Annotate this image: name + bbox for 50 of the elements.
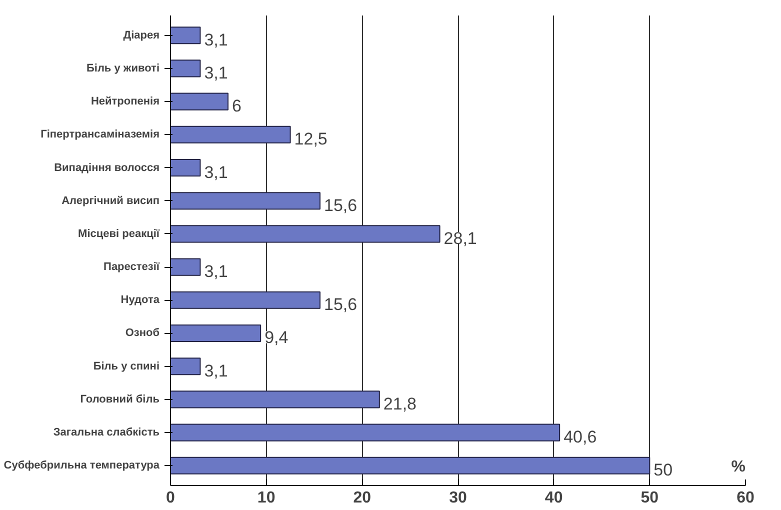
- y-tick-label: Субфебрильна температура: [4, 460, 160, 472]
- x-tick-label: 40: [544, 490, 563, 506]
- data-label: 3,1: [204, 30, 228, 50]
- x-tick-label: 20: [353, 490, 372, 506]
- data-label: 15,6: [324, 295, 358, 314]
- x-tick-label: 30: [449, 490, 467, 506]
- data-label: 12,5: [294, 130, 328, 149]
- bar: [170, 192, 320, 210]
- data-label: 3,1: [204, 162, 228, 182]
- y-tick-label: Біль у животі: [86, 62, 160, 74]
- data-label: 3,1: [204, 63, 228, 82]
- data-label: 3,1: [204, 361, 228, 380]
- y-tick-label: Місцеві реакції: [78, 228, 160, 240]
- bar: [170, 225, 440, 243]
- y-tick-label: Випадіння волосся: [54, 162, 160, 174]
- bar: [170, 92, 228, 110]
- bar: [170, 158, 201, 177]
- data-label: 9,4: [264, 328, 288, 348]
- bar: [170, 424, 560, 442]
- bar: [170, 60, 201, 78]
- bar: [170, 291, 320, 309]
- bar: [170, 390, 380, 408]
- bar: [170, 126, 291, 144]
- bar: [170, 26, 201, 44]
- bar: [170, 456, 650, 474]
- data-label: 6: [232, 96, 242, 116]
- data-label: 28,1: [444, 228, 477, 248]
- data-label: 3,1: [204, 262, 228, 282]
- x-tick-label: 60: [736, 490, 754, 506]
- x-tick-label: 0: [166, 490, 176, 506]
- data-label: 50: [654, 460, 673, 480]
- data-label: 15,6: [324, 196, 358, 215]
- y-tick-label: Головний біль: [80, 393, 160, 406]
- y-tick-label: Алергічний висип: [62, 194, 160, 207]
- x-tick-label: 50: [640, 490, 659, 506]
- bar: [170, 258, 201, 276]
- y-tick-label: Гіпертрансаміназемія: [40, 128, 160, 141]
- y-tick-label: Парестезії: [104, 261, 160, 274]
- y-tick-label: Біль у спині: [93, 360, 160, 372]
- bar: [170, 358, 201, 376]
- y-tick-label: Озноб: [125, 327, 160, 340]
- data-label: 21,8: [383, 394, 417, 414]
- y-tick-label: Нейтропенія: [90, 96, 160, 108]
- y-tick-label: Загальна слабкість: [53, 426, 160, 439]
- data-label: 40,6: [564, 428, 597, 447]
- bar: [170, 324, 262, 342]
- x-tick-label: 10: [257, 490, 276, 506]
- annotation: %: [731, 458, 746, 476]
- y-tick-label: Діарея: [123, 29, 160, 42]
- y-tick-label: Нудота: [120, 294, 160, 306]
